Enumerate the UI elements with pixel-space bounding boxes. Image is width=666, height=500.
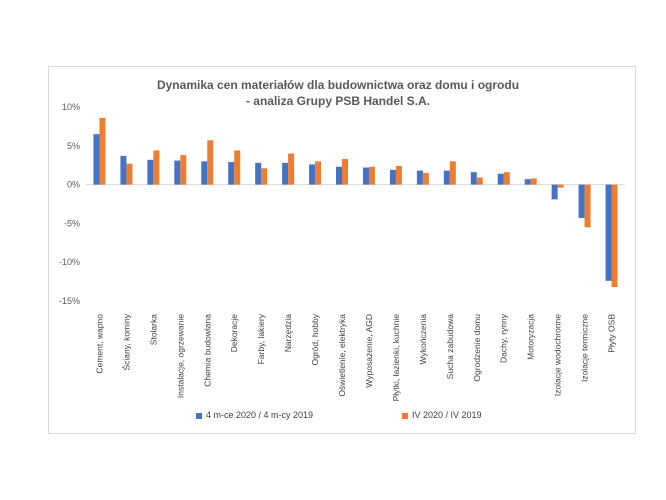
bar-series-1 xyxy=(228,162,235,185)
category-label: Farby, lakiery xyxy=(256,313,266,364)
y-tick-label: 5% xyxy=(67,141,80,151)
bar-series-2 xyxy=(261,168,268,185)
bar-series-2 xyxy=(395,165,402,185)
bar-series-1 xyxy=(147,159,154,185)
bar-series-2 xyxy=(503,172,510,185)
category-label: Narzędzia xyxy=(283,314,293,353)
bar-series-1 xyxy=(470,172,477,185)
bar-series-2 xyxy=(368,166,375,185)
bar-series-1 xyxy=(309,164,316,185)
category-label: Wykończenia xyxy=(418,314,428,365)
category-label: Wyposażenie, AGD xyxy=(364,314,374,388)
chart-title-block: Dynamika cen materiałów dla budownictwa … xyxy=(120,77,556,109)
bar-series-1 xyxy=(497,173,504,185)
category-label: Ściany, kominy xyxy=(120,313,131,370)
bar-series-1 xyxy=(389,169,396,185)
chart-title: Dynamika cen materiałów dla budownictwa … xyxy=(156,78,520,92)
bar-series-1 xyxy=(416,170,423,185)
y-tick-label: -10% xyxy=(59,257,80,267)
y-tick-label: -5% xyxy=(64,218,80,228)
bar-series-1 xyxy=(336,166,343,185)
category-label: Ogrodzenie domu xyxy=(472,314,482,382)
bar-series-2 xyxy=(422,172,429,185)
bar-series-2 xyxy=(315,161,322,185)
legend-swatch-series-2 xyxy=(402,412,408,419)
bar-series-1 xyxy=(443,170,450,185)
category-label: Dachy, rynny xyxy=(499,313,509,363)
legend-label-series-1: 4 m-ce 2020 / 4 m-cy 2019 xyxy=(206,410,314,420)
bar-series-1 xyxy=(201,161,208,185)
category-label: Izolacje termiczne xyxy=(580,314,590,382)
legend-label-series-2: IV 2020 / IV 2019 xyxy=(412,410,482,420)
chart-subtitle: - analiza Grupy PSB Handel S.A. xyxy=(245,94,431,108)
bar-series-2 xyxy=(207,140,214,185)
bar-series-1 xyxy=(282,162,289,185)
y-tick-label: 10% xyxy=(62,102,80,112)
category-label: Płyty OSB xyxy=(607,314,617,353)
bar-series-2 xyxy=(611,184,618,288)
category-label: Ogród, hobby xyxy=(310,313,320,365)
category-label: Chemia budowlana xyxy=(202,314,212,387)
bar-series-2 xyxy=(288,153,295,185)
bar-series-1 xyxy=(120,155,127,185)
bar-series-1 xyxy=(605,184,612,281)
category-label: Płytki, łazienki, kuchnie xyxy=(391,314,401,402)
bar-series-2 xyxy=(557,184,564,188)
bar-series-2 xyxy=(99,117,106,185)
category-label: Oświetlenie, elektryka xyxy=(337,314,347,397)
legend-swatch-series-1 xyxy=(196,412,202,419)
bar-series-1 xyxy=(255,162,262,185)
bar-series-1 xyxy=(362,167,369,185)
bar-series-2 xyxy=(342,158,349,185)
bar-series-2 xyxy=(153,150,160,185)
category-label: Dekoracje xyxy=(229,314,239,353)
bar-series-2 xyxy=(180,155,187,185)
category-label: Izolacje wodochronne xyxy=(553,314,563,396)
bar-series-1 xyxy=(578,184,585,218)
category-label: Sucha zabudowa xyxy=(445,314,455,379)
bar-series-1 xyxy=(174,160,181,185)
bar-series-2 xyxy=(126,163,133,185)
bar-series-1 xyxy=(524,179,531,185)
bar-series-2 xyxy=(530,178,537,185)
category-label: Cement, wapno xyxy=(94,314,104,374)
bar-series-2 xyxy=(476,177,483,185)
chart-frame xyxy=(48,66,636,434)
category-label: Stolarka xyxy=(148,314,158,345)
bar-series-2 xyxy=(449,161,456,185)
legend-item-series-2: IV 2020 / IV 2019 xyxy=(402,410,482,420)
y-tick-label: 0% xyxy=(67,180,80,190)
category-label: Instalacje, ogrzewanie xyxy=(175,314,185,398)
bar-series-2 xyxy=(234,150,241,185)
y-tick-label: -15% xyxy=(59,296,80,306)
legend-item-series-1: 4 m-ce 2020 / 4 m-cy 2019 xyxy=(196,410,313,420)
bar-series-2 xyxy=(584,184,591,228)
category-label: Motoryzacja xyxy=(526,314,536,360)
bar-series-1 xyxy=(551,184,558,200)
bar-series-1 xyxy=(93,134,100,185)
